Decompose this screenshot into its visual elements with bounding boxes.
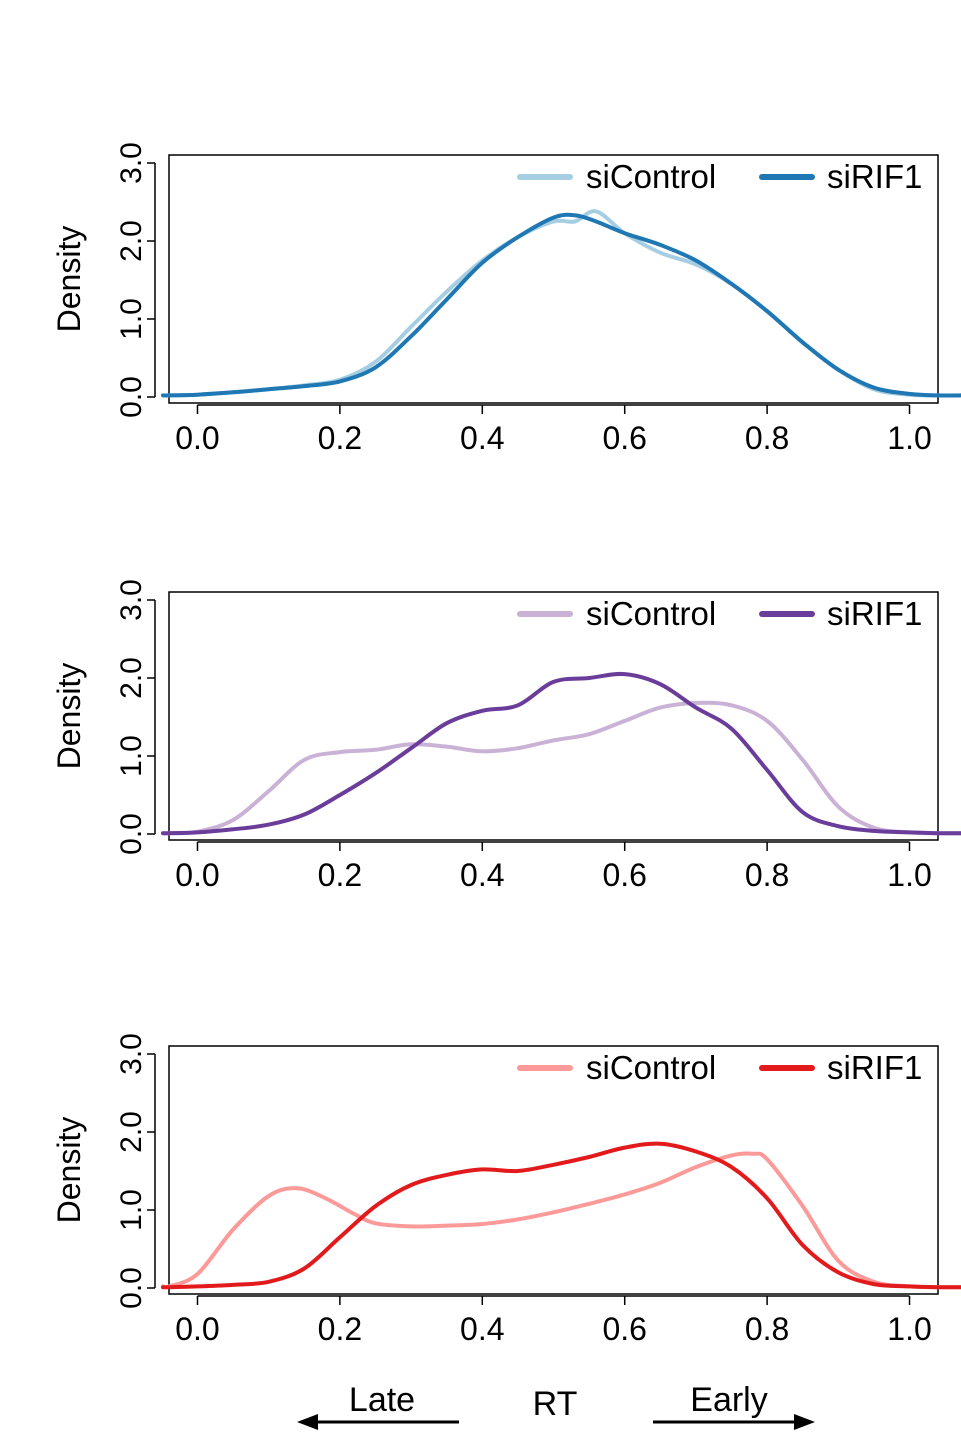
x-tick-label: 0.0 — [175, 1311, 219, 1347]
rt-axis-footer: Late RT Early — [297, 1381, 815, 1430]
plot-frame — [168, 154, 939, 404]
x-tick-label: 0.4 — [460, 1311, 504, 1347]
late-label: Late — [349, 1381, 415, 1419]
y-tick-label: 3.0 — [115, 1033, 148, 1075]
x-tick-label: 1.0 — [887, 857, 931, 893]
series-line-sirif1 — [161, 1141, 961, 1290]
y-tick-label: 3.0 — [115, 142, 148, 184]
y-tick-label: 1.0 — [115, 298, 148, 340]
rt-label: RT — [533, 1385, 578, 1423]
series-line-sicontrol — [161, 209, 961, 398]
series-line-sirif1 — [161, 671, 961, 836]
x-tick-label: 0.6 — [602, 1311, 646, 1347]
y-tick-label: 2.0 — [115, 220, 148, 262]
x-tick-label: 0.8 — [745, 420, 789, 456]
y-axis-title: Density — [51, 663, 87, 770]
x-tick-label: 0.0 — [175, 857, 219, 893]
y-tick-label: 0.0 — [115, 813, 148, 855]
y-tick-label: 3.0 — [115, 579, 148, 621]
x-tick-label: 0.6 — [602, 420, 646, 456]
x-tick-label: 0.2 — [318, 1311, 362, 1347]
legend-label-sirif1: siRIF1 — [827, 595, 922, 632]
plot-frame — [168, 1045, 939, 1295]
x-tick-label: 0.8 — [745, 857, 789, 893]
early-arrow-head — [794, 1414, 815, 1430]
series-line-sicontrol — [161, 700, 961, 836]
x-tick-label: 1.0 — [887, 420, 931, 456]
density-panel-2: 0.0 1.0 2.0 3.0 Density 0.0 0.2 0.4 0.6 0.8 1.0 siC… — [51, 579, 961, 893]
y-axis-title: Density — [51, 1117, 87, 1224]
early-label: Early — [690, 1381, 767, 1419]
series-line-sicontrol — [161, 1151, 961, 1290]
series-line-sirif1 — [161, 212, 961, 398]
x-tick-label: 1.0 — [887, 1311, 931, 1347]
legend-label-sicontrol: siControl — [586, 158, 716, 195]
density-panel-3: 0.0 1.0 2.0 3.0 Density 0.0 0.2 0.4 0.6 0.8 1.0 siC… — [51, 1033, 961, 1347]
y-tick-label: 1.0 — [115, 1189, 148, 1231]
plot-frame — [168, 591, 939, 841]
late-arrow-head — [297, 1414, 318, 1430]
y-axis-title: Density — [51, 226, 87, 333]
y-tick-label: 2.0 — [115, 1111, 148, 1153]
y-tick-label: 0.0 — [115, 376, 148, 418]
legend-label-sirif1: siRIF1 — [827, 158, 922, 195]
legend-label-sicontrol: siControl — [586, 595, 716, 632]
x-tick-label: 0.4 — [460, 857, 504, 893]
y-tick-label: 0.0 — [115, 1267, 148, 1309]
x-tick-label: 0.2 — [318, 857, 362, 893]
x-tick-label: 0.6 — [602, 857, 646, 893]
x-tick-label: 0.2 — [318, 420, 362, 456]
y-tick-label: 2.0 — [115, 657, 148, 699]
x-tick-label: 0.4 — [460, 420, 504, 456]
legend-label-sirif1: siRIF1 — [827, 1049, 922, 1086]
density-panel-1: 0.0 1.0 2.0 3.0 Density 0.0 0.2 0.4 0.6 0.8 1.0 siC… — [51, 142, 961, 456]
legend-label-sicontrol: siControl — [586, 1049, 716, 1086]
density-panels: 0.0 1.0 2.0 3.0 Density 0.0 0.2 0.4 0.6 0.8 1.0 siC… — [51, 142, 961, 1347]
y-tick-label: 1.0 — [115, 735, 148, 777]
x-tick-label: 0.8 — [745, 1311, 789, 1347]
x-tick-label: 0.0 — [175, 420, 219, 456]
